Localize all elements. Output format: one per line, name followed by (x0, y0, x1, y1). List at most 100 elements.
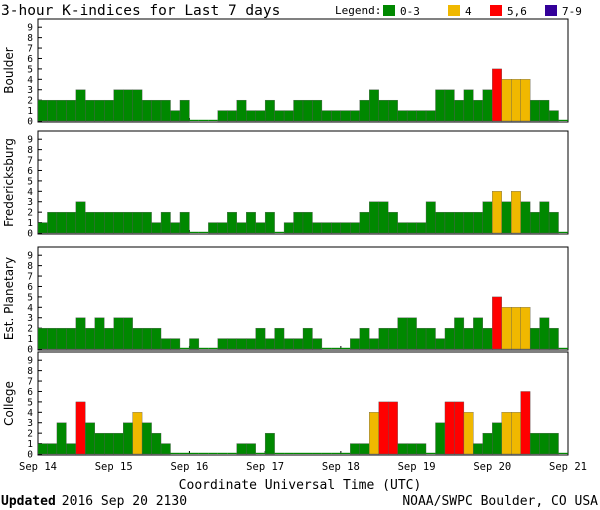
k-index-bar (340, 110, 351, 122)
k-index-bar (321, 110, 332, 122)
k-index-bar (179, 347, 190, 349)
k-index-bar (482, 327, 493, 350)
k-index-bar (321, 222, 332, 234)
k-index-bar (520, 391, 531, 455)
k-index-bar (293, 452, 303, 454)
k-index-bar (435, 338, 446, 350)
legend-swatch-3 (545, 5, 557, 16)
k-index-bar (482, 89, 493, 122)
k-index-bar (312, 99, 323, 122)
y-tick-label: 5 (27, 64, 33, 75)
k-index-bar (132, 211, 143, 234)
legend: Legend: 0-3 4 5,6 7-9 (335, 4, 582, 18)
y-tick-label: 7 (27, 156, 33, 167)
k-index-bar (482, 432, 493, 455)
k-index-bar (369, 89, 379, 122)
k-index-bar (141, 327, 152, 350)
k-index-bar (47, 211, 58, 234)
k-index-bar (350, 110, 360, 122)
x-tick-label: Sep 18 (322, 461, 360, 473)
k-index-bar (198, 119, 209, 121)
k-index-bar (529, 99, 540, 122)
panel-label: Boulder (2, 47, 16, 94)
k-index-bar (406, 443, 417, 455)
k-index-bar (236, 338, 247, 350)
k-index-bar (340, 222, 351, 234)
k-index-bar (548, 327, 559, 350)
k-index-bar (189, 452, 199, 454)
k-index-bar (388, 401, 398, 455)
k-index-bar (255, 110, 266, 122)
legend-swatch-0 (383, 5, 395, 16)
k-index-bar (321, 347, 332, 349)
k-index-bar (520, 307, 531, 350)
k-index-bar (85, 99, 95, 122)
k-index-bar (388, 99, 398, 122)
k-index-bar (558, 347, 568, 349)
y-tick-label: 2 (27, 324, 33, 335)
k-index-bar (473, 317, 483, 350)
k-index-bar (264, 432, 275, 455)
k-index-bar (511, 191, 521, 234)
k-index-bar (217, 338, 228, 350)
k-index-bar (264, 99, 275, 122)
x-tick-label: Sep 16 (170, 461, 208, 473)
k-index-bar (170, 452, 180, 454)
k-index-bar (170, 338, 181, 350)
y-tick-label: 9 (27, 23, 33, 34)
footer-updated: Updated 2016 Sep 20 2130 (1, 494, 187, 509)
k-index-bar (104, 432, 114, 455)
k-index-bar (388, 327, 398, 350)
k-index-bar (208, 119, 218, 121)
y-tick-label: 6 (27, 166, 33, 177)
k-index-bar (406, 317, 417, 350)
k-index-bar (47, 99, 58, 122)
y-tick-label: 9 (27, 135, 33, 146)
k-index-bar (302, 99, 313, 122)
k-index-bar (444, 89, 455, 122)
k-index-bar (293, 338, 304, 350)
k-index-bar (293, 211, 304, 234)
k-index-bar (170, 222, 181, 234)
k-index-bar (208, 222, 218, 234)
k-index-bar (293, 99, 304, 122)
k-index-bar (94, 317, 105, 350)
y-tick-label: 1 (27, 334, 33, 345)
k-index-bar (416, 443, 427, 455)
k-index-bar (123, 211, 133, 234)
k-index-bar (227, 338, 237, 350)
k-index-bar (123, 89, 133, 122)
k-index-bar (151, 327, 162, 350)
k-index-bar (425, 201, 436, 234)
k-index-bar (66, 443, 77, 455)
k-index-bar (255, 222, 266, 234)
k-index-bar (350, 222, 360, 234)
k-index-bar (426, 452, 436, 454)
x-tick-label: Sep 21 (549, 461, 587, 473)
k-index-bar (104, 327, 114, 350)
k-index-bar (463, 412, 474, 455)
k-index-bar (492, 68, 502, 122)
y-tick-label: 8 (27, 261, 33, 272)
k-index-bar (444, 401, 455, 455)
k-index-bar (558, 231, 568, 233)
k-index-bar (246, 211, 256, 234)
k-index-bar (520, 79, 531, 122)
k-index-bar (217, 222, 228, 234)
k-index-bar (236, 443, 247, 455)
k-index-bar (56, 422, 67, 455)
k-index-bar (113, 211, 124, 234)
k-index-bar (255, 452, 266, 454)
k-index-bar (435, 422, 446, 455)
x-tick-label: Sep 17 (246, 461, 284, 473)
k-index-bar (558, 452, 568, 454)
k-index-bar (463, 211, 474, 234)
k-index-bar (151, 432, 162, 455)
k-index-bar (160, 99, 171, 122)
x-axis-label: Coordinate Universal Time (UTC) (179, 478, 422, 493)
k-index-bar (75, 317, 86, 350)
k-index-bar (217, 110, 228, 122)
k-index-bar (141, 211, 152, 234)
